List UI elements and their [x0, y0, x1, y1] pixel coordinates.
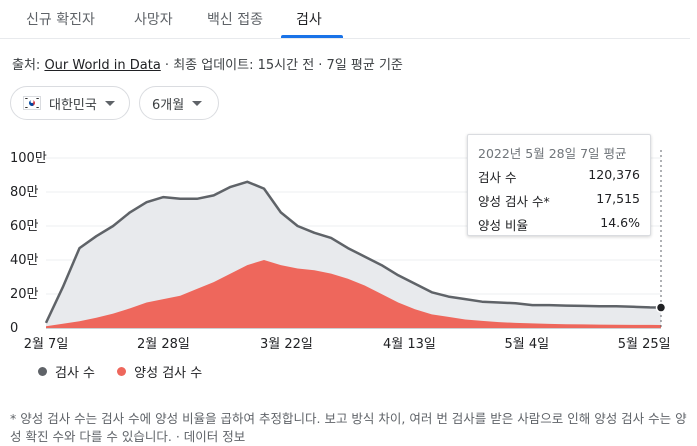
x-axis-labels: 2월 7일 2월 28일 3월 22일 4월 13일 5월 4일 5월 25일	[24, 337, 671, 352]
south-korea-flag-icon	[23, 96, 41, 110]
x-tick-label: 3월 22일	[260, 337, 313, 352]
hover-point	[655, 302, 667, 313]
y-tick-label: 20만	[10, 287, 39, 302]
tooltip-positive-value: 17,515	[596, 191, 640, 206]
x-tick-label: 2월 28일	[137, 337, 190, 352]
country-dropdown-label: 대한민국	[49, 97, 97, 113]
legend-dot-tests	[38, 367, 47, 376]
tooltip-tests-value: 120,376	[588, 167, 640, 182]
period-dropdown[interactable]: 6개월	[139, 86, 219, 120]
tab-testing[interactable]: 검사	[296, 12, 322, 28]
y-tick-label: 0	[10, 321, 18, 336]
y-axis-labels: 0 20만 40만 60만 80만 100만	[10, 151, 47, 336]
source-link[interactable]: Our World in Data	[44, 58, 161, 73]
positive-tests-area	[46, 260, 661, 328]
footnote: * 양성 검사 수는 검사 수에 양성 비율을 곱하여 추정합니다. 보고 방식…	[10, 411, 687, 444]
x-tick-label: 5월 25일	[618, 337, 671, 352]
legend-dot-positive	[117, 367, 127, 376]
tooltip-row-rate: 양성 비율 14.6%	[478, 215, 640, 235]
y-tick-label: 40만	[10, 253, 39, 268]
tooltip-positive-label: 양성 검사 수*	[478, 194, 550, 209]
source-line: 출처: Our World in Data · 최종 업데이트: 15시간 전 …	[12, 54, 403, 73]
tooltip-row-positive: 양성 검사 수* 17,515	[478, 191, 640, 211]
tooltip-title: 2022년 5월 28일 7일 평균	[478, 146, 627, 161]
tooltip-tests-label: 검사 수	[478, 170, 517, 185]
source-prefix: 출처:	[12, 58, 45, 73]
active-tab-indicator	[281, 35, 343, 38]
tooltip-rate-value: 14.6%	[600, 215, 640, 230]
tab-vaccinations[interactable]: 백신 접종	[207, 12, 263, 28]
legend-label-positive: 양성 검사 수	[134, 366, 203, 381]
chart-legend: 검사 수 양성 검사 수	[38, 362, 220, 381]
country-dropdown[interactable]: 대한민국	[10, 86, 130, 120]
source-suffix: · 최종 업데이트: 15시간 전 · 7일 평균 기준	[160, 58, 403, 73]
y-tick-label: 100만	[10, 151, 47, 166]
chevron-down-icon	[104, 100, 115, 106]
tooltip-rate-label: 양성 비율	[478, 218, 528, 233]
x-tick-label: 4월 13일	[383, 337, 436, 352]
legend-item-positive: 양성 검사 수	[117, 362, 202, 381]
y-tick-label: 60만	[10, 219, 39, 234]
tab-new-cases[interactable]: 신규 확진자	[26, 12, 95, 28]
tests-area-chart[interactable]: 0 20만 40만 60만 80만 100만 2월 7일 2월 28일 3월 22일 4월 13…	[0, 130, 697, 355]
tab-deaths[interactable]: 사망자	[134, 12, 173, 28]
chevron-down-icon	[192, 100, 203, 106]
tests-line	[44, 180, 662, 324]
tooltip-row-tests: 검사 수 120,376	[478, 167, 640, 187]
y-tick-label: 80만	[10, 185, 39, 200]
legend-item-tests: 검사 수	[38, 362, 95, 381]
x-tick-label: 5월 4일	[505, 337, 550, 352]
tab-bar: 신규 확진자 사망자 백신 접종 검사	[0, 0, 690, 39]
chart-tooltip: 2022년 5월 28일 7일 평균 검사 수 120,376 양성 검사 수*…	[467, 134, 651, 236]
period-dropdown-label: 6개월	[152, 97, 185, 113]
legend-label-tests: 검사 수	[55, 366, 96, 381]
x-tick-label: 2월 7일	[24, 337, 69, 352]
